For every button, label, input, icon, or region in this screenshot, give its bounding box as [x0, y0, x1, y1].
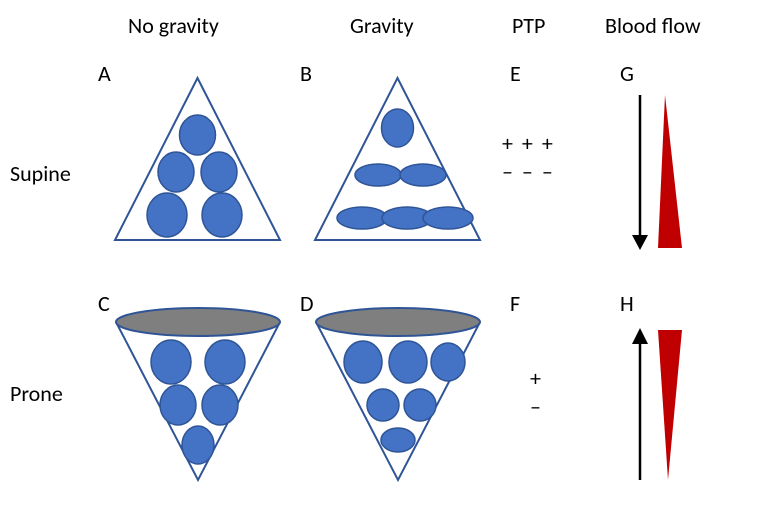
row-label-prone: Prone — [10, 380, 63, 407]
alveolus — [423, 207, 473, 229]
header-no-gravity: No gravity — [128, 12, 219, 39]
alveolus — [180, 115, 216, 155]
triangle-outline — [115, 78, 280, 240]
arrow-head — [632, 328, 648, 344]
alveolus — [205, 340, 245, 384]
ptp-F-minus: – — [530, 393, 541, 420]
ptp-E-minus: – – – — [502, 158, 555, 185]
alveolus — [160, 385, 196, 425]
blood-flow-wedge — [658, 330, 682, 480]
alveolus — [355, 164, 401, 186]
ptp-E-plus: + + + — [502, 130, 555, 157]
panel-label-F: F — [510, 290, 520, 317]
alveolus — [344, 341, 382, 383]
panel-label-A: A — [98, 60, 111, 87]
alveolus — [158, 152, 194, 192]
alveolus — [202, 385, 238, 425]
ptp-F-plus: + — [530, 365, 541, 392]
panel-label-G: G — [620, 60, 634, 87]
header-gravity: Gravity — [350, 12, 414, 39]
alveolus — [147, 193, 187, 237]
panel-D-svg — [308, 300, 488, 490]
cone-top — [316, 308, 480, 336]
alveolus — [400, 164, 446, 186]
blood-flow-wedge — [658, 95, 682, 248]
panel-B-svg — [310, 70, 485, 245]
panel-label-E: E — [510, 60, 521, 87]
alveolus — [389, 341, 427, 383]
panel-A-svg — [110, 70, 285, 245]
alveolus — [201, 152, 237, 192]
alveolus — [381, 428, 415, 452]
alveolus — [431, 343, 465, 381]
header-ptp: PTP — [512, 12, 545, 39]
panel-H-svg — [620, 320, 710, 490]
alveolus — [367, 389, 399, 421]
panel-label-H: H — [620, 290, 634, 317]
alveolus — [182, 426, 214, 464]
row-label-supine: Supine — [10, 160, 71, 187]
alveolus — [382, 109, 414, 147]
alveolus — [151, 340, 191, 384]
panel-C-svg — [108, 300, 288, 490]
alveolus — [337, 207, 387, 229]
panel-G-svg — [620, 90, 710, 260]
arrow-head — [632, 235, 648, 250]
header-blood-flow: Blood flow — [605, 12, 701, 39]
alveolus — [202, 193, 242, 237]
cone-top — [116, 308, 280, 336]
alveolus — [404, 389, 436, 421]
